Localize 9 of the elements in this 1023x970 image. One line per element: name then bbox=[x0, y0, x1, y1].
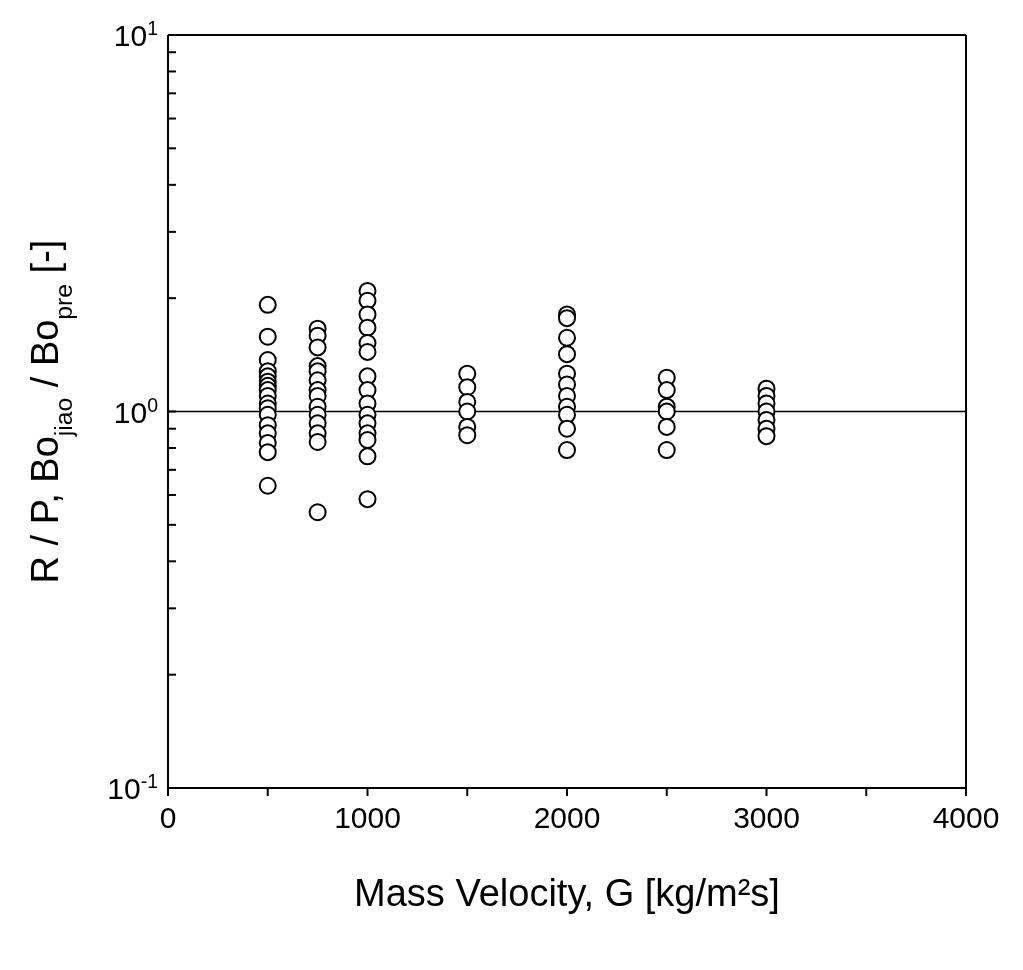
x-tick-label: 3000 bbox=[733, 801, 800, 834]
x-tick-label: 1000 bbox=[334, 801, 401, 834]
x-axis-title: Mass Velocity, G [kg/m²s] bbox=[354, 872, 780, 914]
x-tick-label: 2000 bbox=[533, 801, 601, 834]
x-tick-label: 4000 bbox=[932, 801, 1000, 834]
y-tick-label: 10$^{1}$ bbox=[113, 17, 158, 52]
y-tick-label: 10$^{0}$ bbox=[113, 393, 159, 429]
x-tick-label: 0 bbox=[159, 801, 177, 834]
y-tick-label: 10$^{-1}$ bbox=[107, 770, 158, 805]
